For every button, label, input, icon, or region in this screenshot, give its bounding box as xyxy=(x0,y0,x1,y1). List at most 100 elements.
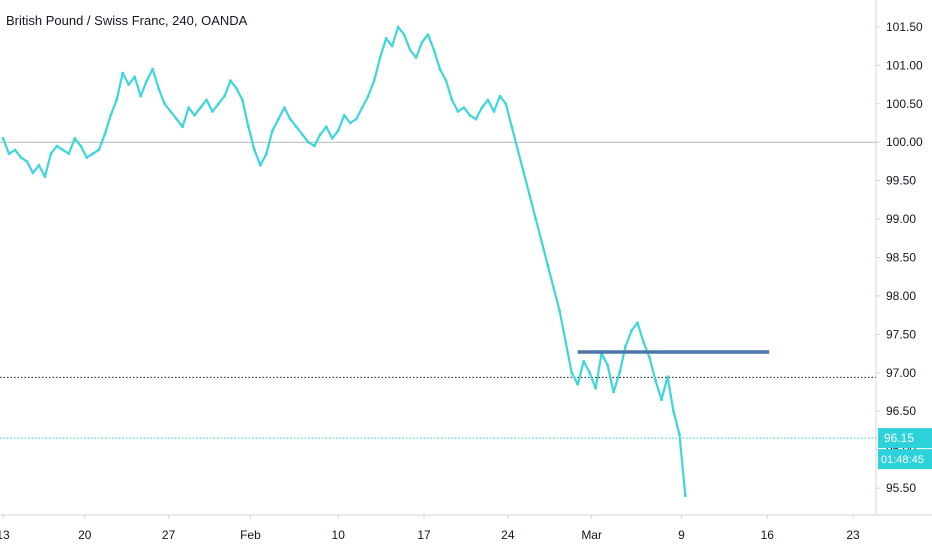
y-tick-label: 98.00 xyxy=(886,289,916,303)
price-point xyxy=(588,371,592,375)
y-tick-label: 101.50 xyxy=(886,20,923,34)
price-point xyxy=(181,125,185,129)
price-point xyxy=(1,137,5,140)
price-point xyxy=(193,113,197,117)
y-tick-label: 100.00 xyxy=(886,135,923,149)
price-point xyxy=(294,125,298,129)
price-point xyxy=(408,48,412,52)
price-point xyxy=(145,79,149,83)
price-point xyxy=(414,56,418,59)
price-point xyxy=(486,98,490,102)
countdown-tag xyxy=(878,449,932,470)
price-point xyxy=(438,67,442,71)
x-tick-label: Feb xyxy=(240,528,261,542)
price-point xyxy=(450,98,454,102)
price-point xyxy=(684,494,687,498)
price-point xyxy=(654,379,657,382)
price-point xyxy=(564,340,568,344)
y-tick-label: 100.50 xyxy=(886,97,923,111)
y-tick-label: 99.00 xyxy=(886,212,916,226)
price-point xyxy=(55,144,59,148)
price-point xyxy=(43,175,47,179)
price-point xyxy=(342,113,346,117)
price-point xyxy=(271,129,274,133)
price-point xyxy=(336,129,340,133)
price-point xyxy=(73,137,77,140)
price-point xyxy=(49,152,53,156)
price-point xyxy=(211,110,214,113)
price-point xyxy=(672,409,675,413)
price-point xyxy=(288,117,292,121)
x-tick-label: Mar xyxy=(581,528,602,542)
price-point xyxy=(348,121,352,125)
price-point xyxy=(205,98,208,102)
price-point xyxy=(498,94,502,98)
price-point xyxy=(91,152,95,156)
price-point xyxy=(121,71,125,75)
x-tick-label: 23 xyxy=(846,528,860,542)
price-point xyxy=(666,375,669,378)
y-tick-label: 96.50 xyxy=(886,404,916,418)
price-point xyxy=(624,344,627,348)
price-point xyxy=(127,83,131,86)
price-point xyxy=(79,144,83,148)
x-tick-label: 16 xyxy=(761,528,775,542)
price-point xyxy=(426,33,430,36)
price-point xyxy=(570,371,574,375)
price-point xyxy=(85,156,89,160)
price-point xyxy=(199,106,202,109)
price-point xyxy=(253,148,256,152)
price-point xyxy=(37,163,41,167)
price-point xyxy=(283,106,286,109)
price-point xyxy=(235,87,238,90)
price-point xyxy=(175,117,179,121)
y-tick-label: 97.00 xyxy=(886,366,916,380)
current-price-label: 96.15 xyxy=(884,431,914,445)
price-point xyxy=(492,110,496,113)
price-point xyxy=(157,87,161,90)
y-tick-label: 99.50 xyxy=(886,174,916,188)
price-point xyxy=(67,152,71,156)
x-tick-label: 9 xyxy=(678,528,685,542)
x-tick-label: 24 xyxy=(501,528,515,542)
x-tick-label: 27 xyxy=(162,528,176,542)
price-point xyxy=(139,94,143,98)
price-point xyxy=(474,117,478,121)
price-point xyxy=(187,106,191,109)
current-price-tag xyxy=(878,428,932,449)
price-point xyxy=(372,79,376,83)
price-point xyxy=(103,133,107,136)
price-point xyxy=(468,113,472,117)
x-tick-label: 10 xyxy=(332,528,346,542)
price-point xyxy=(618,371,621,375)
price-point xyxy=(462,106,466,109)
price-point xyxy=(259,163,262,167)
price-point xyxy=(378,56,382,59)
x-tick-label: 20 xyxy=(78,528,92,542)
countdown-label: 01:48:45 xyxy=(881,454,924,466)
price-point xyxy=(229,79,232,83)
price-point xyxy=(522,171,526,175)
price-point xyxy=(480,106,484,109)
y-tick-label: 98.50 xyxy=(886,251,916,265)
price-point xyxy=(169,110,173,113)
price-point xyxy=(612,390,615,394)
price-point xyxy=(366,94,370,98)
price-point xyxy=(516,148,520,152)
price-point xyxy=(678,432,681,436)
price-point xyxy=(354,117,358,121)
y-tick-label: 95.50 xyxy=(886,481,916,495)
price-point xyxy=(217,102,220,106)
price-point xyxy=(277,117,280,121)
price-point xyxy=(151,67,155,71)
price-point xyxy=(19,156,23,160)
price-point xyxy=(606,363,609,367)
x-tick-label: 13 xyxy=(0,528,10,542)
price-point xyxy=(528,194,532,198)
price-point xyxy=(31,171,35,175)
price-point xyxy=(25,160,29,163)
price-point xyxy=(330,137,334,140)
